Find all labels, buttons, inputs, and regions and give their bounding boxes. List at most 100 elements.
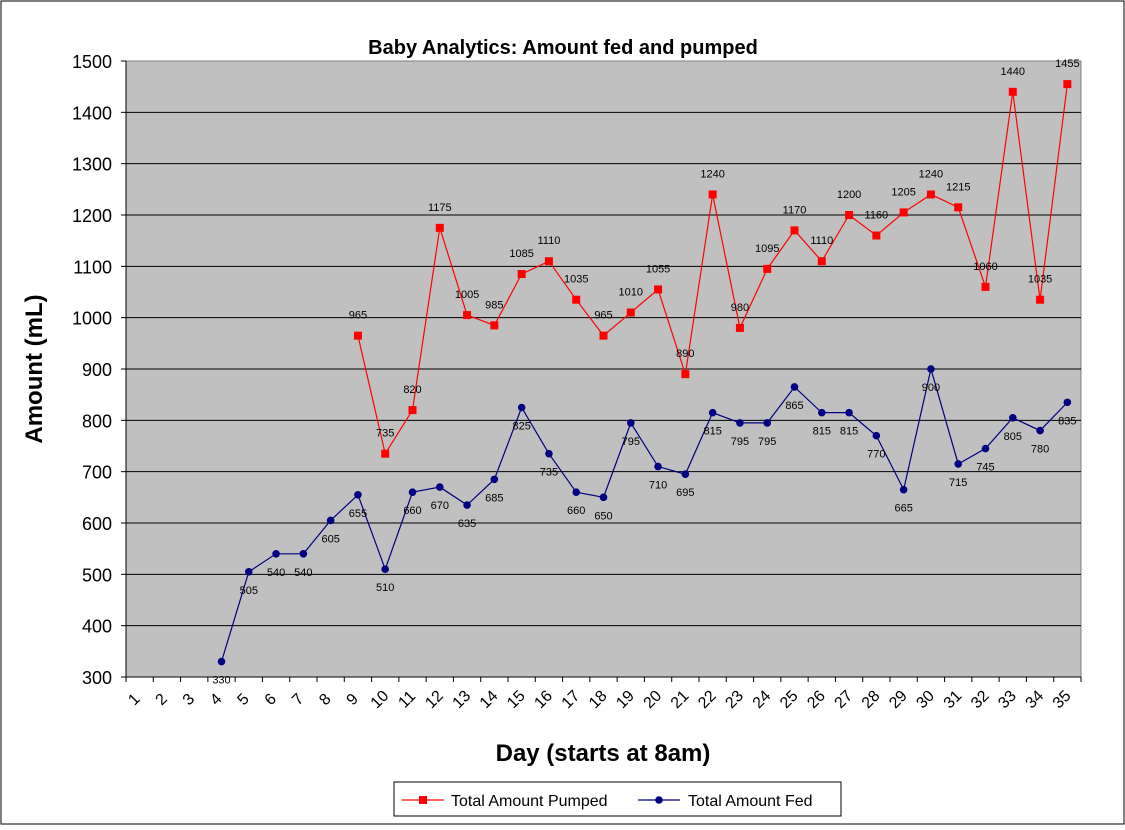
legend-label-fed: Total Amount Fed bbox=[688, 793, 813, 810]
data-point bbox=[272, 550, 280, 558]
data-label: 835 bbox=[1058, 415, 1076, 427]
data-point bbox=[299, 550, 308, 558]
data-point bbox=[654, 285, 663, 294]
data-label: 900 bbox=[922, 382, 940, 394]
data-label: 1170 bbox=[783, 204, 807, 216]
data-point bbox=[926, 190, 935, 199]
data-point bbox=[463, 311, 472, 320]
data-point bbox=[872, 231, 881, 240]
data-point bbox=[790, 226, 799, 235]
data-label: 815 bbox=[813, 426, 831, 438]
y-tick-label: 1200 bbox=[72, 206, 112, 226]
data-point bbox=[817, 408, 826, 417]
data-label: 865 bbox=[785, 400, 803, 412]
data-label: 1095 bbox=[755, 243, 779, 255]
series-fed: 330 505 540 540 605 655 510 660 670 635 685 825 735 6… bbox=[212, 365, 1077, 687]
data-label: 1085 bbox=[509, 248, 533, 260]
data-label: 660 bbox=[567, 505, 585, 517]
data-label: 685 bbox=[485, 492, 503, 504]
data-label: 540 bbox=[294, 567, 312, 579]
data-label: 715 bbox=[949, 477, 967, 489]
data-point bbox=[572, 295, 581, 304]
data-point bbox=[981, 282, 990, 291]
data-point bbox=[1008, 87, 1017, 96]
data-label: 770 bbox=[867, 449, 885, 461]
data-point bbox=[545, 449, 553, 458]
data-point bbox=[1008, 413, 1017, 422]
x-axis-label: Day (starts at 8am) bbox=[496, 740, 711, 767]
data-point bbox=[981, 444, 990, 453]
y-tick-label: 600 bbox=[82, 514, 112, 534]
data-point bbox=[490, 475, 499, 484]
data-label: 710 bbox=[649, 480, 667, 492]
chart-title: Baby Analytics: Amount fed and pumped bbox=[368, 37, 758, 59]
data-label: 890 bbox=[676, 348, 694, 360]
data-point bbox=[1036, 426, 1044, 435]
data-label: 820 bbox=[403, 384, 421, 396]
data-point bbox=[736, 419, 744, 427]
y-tick-label: 1400 bbox=[72, 103, 112, 123]
data-label: 655 bbox=[349, 508, 367, 520]
data-point bbox=[381, 565, 390, 573]
y-tick-label: 400 bbox=[82, 617, 112, 637]
data-point bbox=[899, 208, 908, 217]
y-tick-label: 1500 bbox=[72, 52, 112, 72]
data-label: 605 bbox=[321, 533, 339, 545]
y-tick-label: 800 bbox=[82, 411, 112, 431]
y-axis-label: Amount (mL) bbox=[21, 294, 48, 443]
data-label: 805 bbox=[1004, 431, 1022, 443]
data-label: 1215 bbox=[946, 181, 970, 193]
data-label: 1110 bbox=[538, 235, 561, 247]
data-point bbox=[1063, 398, 1072, 407]
data-point bbox=[354, 490, 362, 499]
data-label: 1110 bbox=[810, 235, 833, 247]
data-label: 1035 bbox=[1028, 274, 1052, 286]
data-label: 980 bbox=[731, 302, 749, 314]
data-label: 1010 bbox=[619, 287, 643, 299]
legend-marker-pumped bbox=[419, 796, 427, 804]
data-label: 965 bbox=[349, 310, 367, 322]
data-point bbox=[763, 419, 772, 427]
gridlines bbox=[126, 111, 1081, 627]
data-point bbox=[517, 403, 526, 412]
data-label: 1055 bbox=[646, 263, 670, 275]
data-point bbox=[1063, 80, 1072, 89]
data-point bbox=[927, 365, 935, 373]
data-point bbox=[463, 501, 471, 509]
data-label: 1200 bbox=[837, 189, 861, 201]
y-tick-label: 1300 bbox=[72, 155, 112, 175]
data-point bbox=[517, 270, 526, 279]
data-label: 505 bbox=[240, 585, 258, 597]
data-point bbox=[217, 657, 226, 666]
data-point bbox=[681, 370, 690, 379]
data-point bbox=[735, 323, 744, 332]
data-point bbox=[763, 264, 772, 273]
data-label: 825 bbox=[512, 421, 530, 433]
data-point bbox=[954, 203, 963, 212]
data-label: 985 bbox=[485, 299, 503, 311]
y-tick-label: 1100 bbox=[73, 257, 112, 277]
data-label: 1160 bbox=[865, 210, 889, 222]
data-point bbox=[626, 308, 635, 317]
data-point bbox=[708, 408, 717, 417]
y-tick-label: 1000 bbox=[72, 309, 112, 329]
data-label: 1240 bbox=[700, 168, 724, 180]
data-point bbox=[681, 470, 690, 479]
data-label: 780 bbox=[1031, 444, 1049, 456]
data-label: 1175 bbox=[428, 202, 452, 214]
data-point bbox=[326, 516, 335, 525]
data-point bbox=[954, 460, 963, 468]
data-label: 540 bbox=[267, 567, 285, 579]
data-label: 1205 bbox=[891, 186, 915, 198]
data-point bbox=[490, 321, 499, 330]
data-point bbox=[408, 406, 417, 415]
data-point bbox=[435, 223, 444, 232]
y-tick-label: 700 bbox=[82, 463, 112, 483]
data-label: 795 bbox=[622, 436, 640, 448]
data-point bbox=[1036, 295, 1045, 304]
data-point bbox=[654, 462, 662, 471]
data-point bbox=[845, 211, 854, 219]
y-tick-label: 500 bbox=[82, 565, 112, 585]
data-label: 1455 bbox=[1055, 58, 1079, 70]
